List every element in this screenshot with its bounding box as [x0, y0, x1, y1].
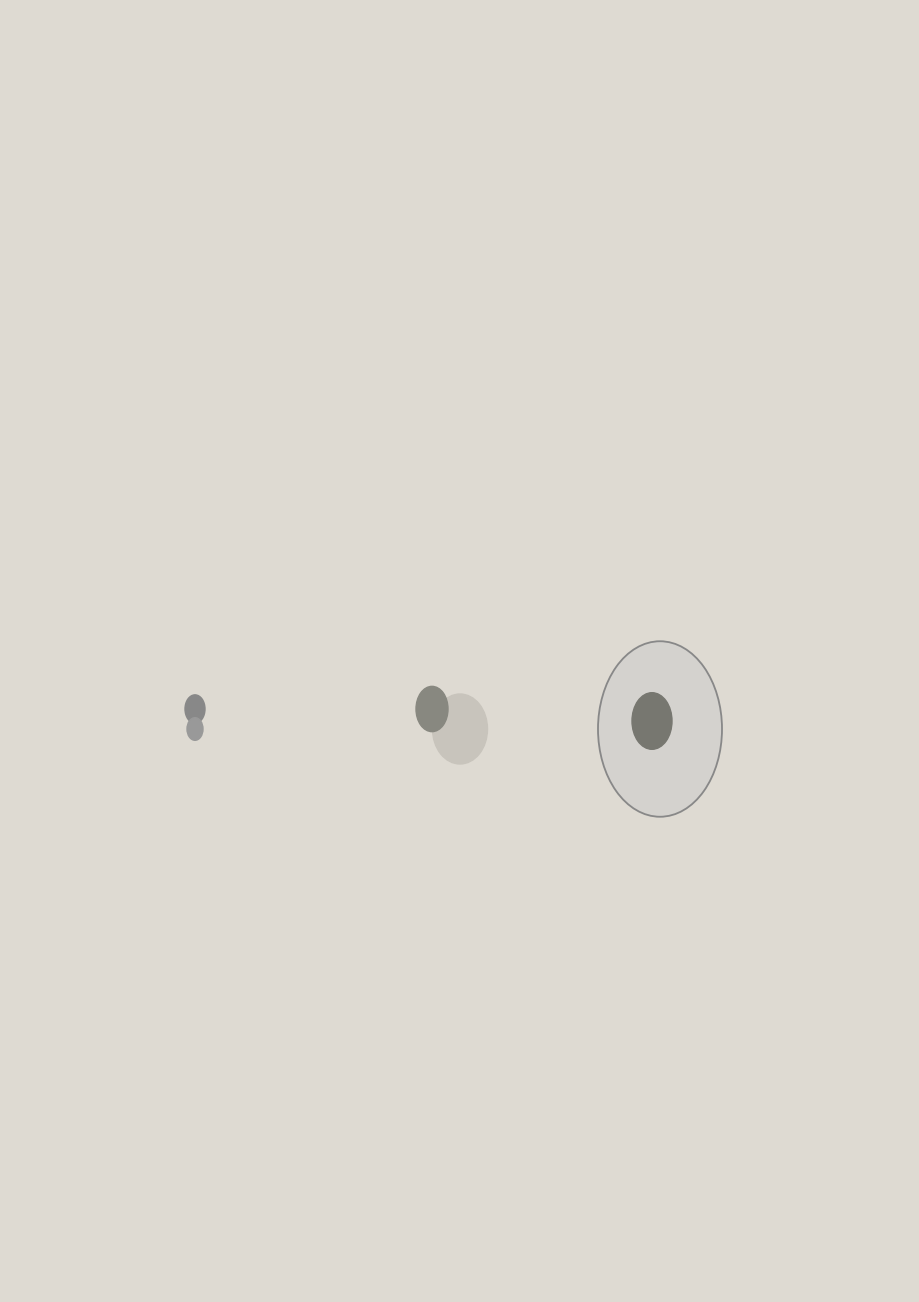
Text: 0: 0 [51, 306, 59, 315]
Text: 注意事项：: 注意事项： [147, 469, 206, 487]
Text: （2）A、B所示两个细胞的主要不同之一是：A 细胞质中含有__________，因而能够制造有机物，而 B: （2）A、B所示两个细胞的主要不同之一是：A 细胞质中含有__________，… [138, 823, 668, 841]
Text: 加的液体分别是__________和__________。: 加的液体分别是__________和__________。 [163, 879, 431, 897]
Text: A: A [198, 400, 210, 418]
Text: ⑤: ⑤ [293, 694, 304, 707]
Text: D: D [646, 400, 660, 418]
Text: 0: 0 [436, 306, 443, 315]
Text: 19、在冷藏的条件下，水果的保鲜时间长，对这种现象的解释不正确的是: 19、在冷藏的条件下，水果的保鲜时间长，对这种现象的解释不正确的是 [138, 185, 494, 203]
Text: ④: ④ [291, 651, 302, 664]
Text: 1.第 II 卷共3 页，用黑色、蓝色水笔或圆珠笔直接答在试卷上。: 1.第 II 卷共3 页，用黑色、蓝色水笔或圆珠笔直接答在试卷上。 [158, 486, 483, 504]
Text: __________向__________移动，使物像位于视野中央。: __________向__________移动，使物像位于视野中央。 [138, 625, 458, 642]
Text: （1）用显微镜观察临时装片时，在视野中已经找到观察物，如果要使物像更清晰些，应调节显微镜: （1）用显微镜观察临时装片时，在视野中已经找到观察物，如果要使物像更清晰些，应调… [138, 591, 595, 608]
Text: ⑦: ⑦ [291, 755, 302, 768]
Text: ①: ① [195, 669, 206, 682]
Text: A、温度降低，抑制微生物的繁殖: A、温度降低，抑制微生物的繁殖 [165, 204, 323, 221]
Text: （3）在“观察植物细胞”和“观察人的口腔上皮细胞”两个实验中，开始时用滴管向载玻片中央滴: （3）在“观察植物细胞”和“观察人的口腔上皮细胞”两个实验中，开始时用滴管向载玻… [138, 862, 589, 880]
Text: 定时间内，体内红细胞载氧能力变化的曲线图应该是: 定时间内，体内红细胞载氧能力变化的曲线图应该是 [138, 298, 385, 316]
Text: 0: 0 [241, 306, 248, 315]
Text: 2.答卷前将密封线内的项目和座号填写清楚。: 2.答卷前将密封线内的项目和座号填写清楚。 [158, 506, 380, 525]
Text: C: C [496, 400, 508, 418]
Text: —4: —4 [514, 695, 535, 708]
Text: B: B [345, 400, 357, 418]
Text: D: D [517, 298, 531, 316]
Text: —2: —2 [514, 671, 535, 684]
Text: （4）细胞结构中，[ 4 ]__________含有遗传物质，能够传递遗传信息。: （4）细胞结构中，[ 4 ]__________含有遗传物质，能够传递遗传信息。 [138, 900, 520, 918]
Text: 0: 0 [630, 306, 638, 315]
Text: D: D [635, 185, 649, 203]
Text: C、温度降低，水果散失水分比较少: C、温度降低，水果散失水分比较少 [165, 238, 333, 256]
Text: B、温度降低，水果呼吸作用比较弱: B、温度降低，水果呼吸作用比较弱 [165, 221, 333, 240]
Text: 3.本大题包括 4 个小题，共2 30 分。除特殊注明外，每空 1 分。: 3.本大题包括 4 个小题，共2 30 分。除特殊注明外，每空 1 分。 [158, 527, 514, 546]
Text: A: A [458, 783, 469, 799]
Text: ③: ③ [197, 736, 208, 749]
Text: 20、北京奥运会后，意大利自行车选手雷贝林被查出服用新型兴奋剂药物 CERA，因而被取消竞赛成绩。这: 20、北京奥运会后，意大利自行车选手雷贝林被查出服用新型兴奋剂药物 CERA，因… [138, 264, 676, 283]
Text: 的[   ]__________。若果要观察的物像不在视野中央，而是在视野的右上方，应该把: 的[ ]__________。若果要观察的物像不在视野中央，而是在视野的右上方，… [138, 608, 566, 626]
Text: —6: —6 [514, 724, 535, 737]
Text: B: B [620, 783, 631, 799]
Text: 21、（7分）下图分别为显微镜结构和细胞结构示意图，请据图回答下列问题：（示例[⑦]反光镜）: 21、（7分）下图分别为显微镜结构和细胞结构示意图，请据图回答下列问题：（示例[… [138, 574, 615, 591]
Text: ⑥: ⑥ [295, 723, 306, 736]
Text: 细胞不能。: 细胞不能。 [163, 840, 215, 858]
Text: —3: —3 [514, 682, 535, 695]
Text: D、温度降低，微生物根本不能生活: D、温度降低，微生物根本不能生活 [165, 255, 334, 273]
Text: 种新兴奋剂能够持续地促进红细胞的载氧能力，从而大幅度提高运动员的耕力。服用 CERA 后，在一: 种新兴奋剂能够持续地促进红细胞的载氧能力，从而大幅度提高运动员的耕力。服用 CE… [138, 281, 638, 299]
Text: 第 II 卷    非选择题: 第 II 卷 非选择题 [382, 430, 560, 457]
Text: ②: ② [190, 703, 202, 716]
Text: —5: —5 [514, 708, 535, 721]
Text: —1: —1 [514, 658, 535, 671]
